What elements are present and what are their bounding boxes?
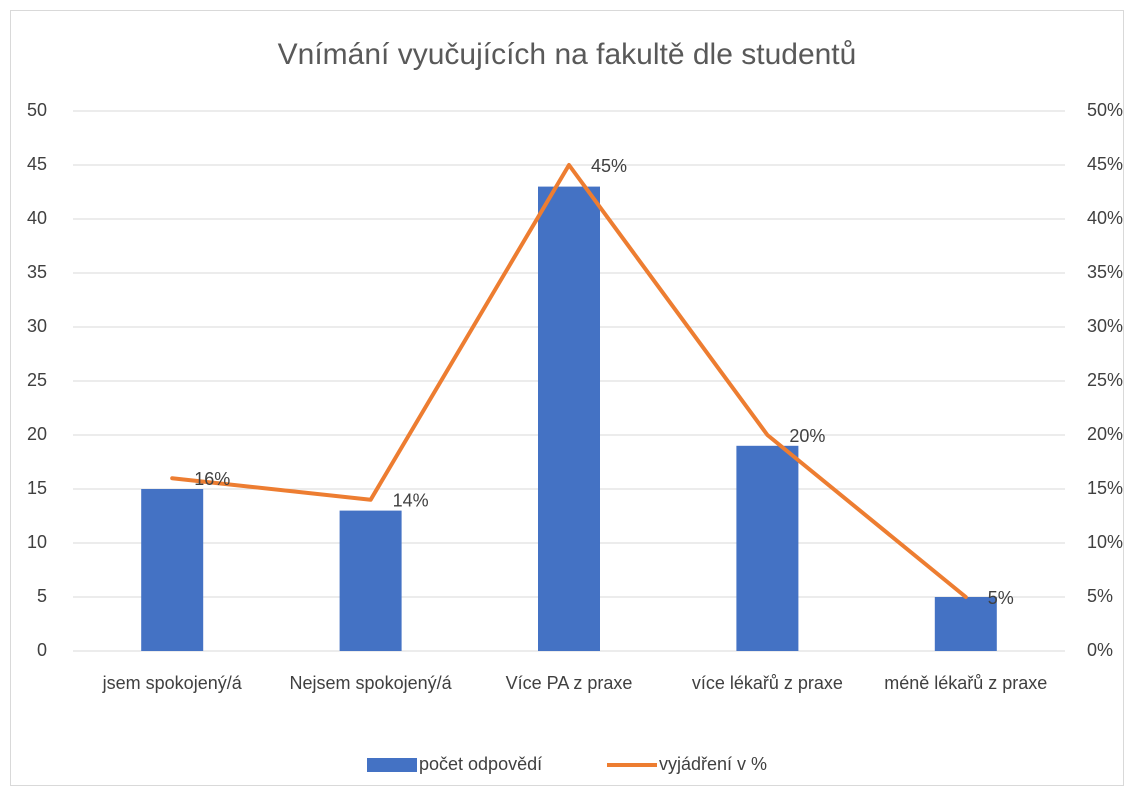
bar — [339, 510, 402, 651]
y-tick-label: 0 — [37, 640, 47, 660]
line — [170, 163, 968, 599]
y2-tick-label: 5% — [1087, 586, 1113, 606]
chart-title: Vnímání vyučujících na fakultě dle stude… — [278, 38, 857, 71]
bar — [538, 186, 600, 651]
y-tick-label: 5 — [37, 586, 47, 606]
y-tick-label: 35 — [27, 262, 47, 282]
legend-swatch — [367, 758, 417, 772]
y-tick-label: 40 — [27, 208, 47, 228]
x-tick-label: Více PA z praxe — [505, 673, 633, 693]
data-label: 45% — [591, 156, 627, 176]
legend-label: počet odpovědí — [419, 754, 542, 774]
y2-tick-label: 50% — [1087, 100, 1123, 120]
y2-tick-label: 35% — [1087, 262, 1123, 282]
x-tick-label: Nejsem spokojený/á — [289, 673, 452, 693]
y2-tick-label: 40% — [1087, 208, 1123, 228]
x-tick-label: více lékařů z praxe — [691, 673, 843, 693]
data-label: 16% — [194, 469, 230, 489]
y-tick-label: 10 — [27, 532, 47, 552]
y-tick-label: 25 — [27, 370, 47, 390]
bar — [736, 445, 799, 651]
data-label: 5% — [988, 588, 1014, 608]
y2-tick-label: 25% — [1087, 370, 1123, 390]
y2-tick-label: 15% — [1087, 478, 1123, 498]
y2-tick-label: 20% — [1087, 424, 1123, 444]
y2-tick-label: 30% — [1087, 316, 1123, 336]
y-tick-label: 20 — [27, 424, 47, 444]
legend-label: vyjádření v % — [659, 754, 767, 774]
x-tick-label: méně lékařů z praxe — [884, 673, 1048, 693]
y-tick-label: 15 — [27, 478, 47, 498]
x-tick-label: jsem spokojený/á — [102, 673, 242, 693]
y-tick-label: 50 — [27, 100, 47, 120]
bar — [934, 597, 997, 651]
y-tick-label: 30 — [27, 316, 47, 336]
y2-tick-label: 0% — [1087, 640, 1113, 660]
data-label: 14% — [393, 491, 429, 511]
y2-tick-label: 45% — [1087, 154, 1123, 174]
bar — [141, 489, 204, 651]
data-label: 20% — [789, 426, 825, 446]
y2-tick-label: 10% — [1087, 532, 1123, 552]
y-tick-label: 45 — [27, 154, 47, 174]
